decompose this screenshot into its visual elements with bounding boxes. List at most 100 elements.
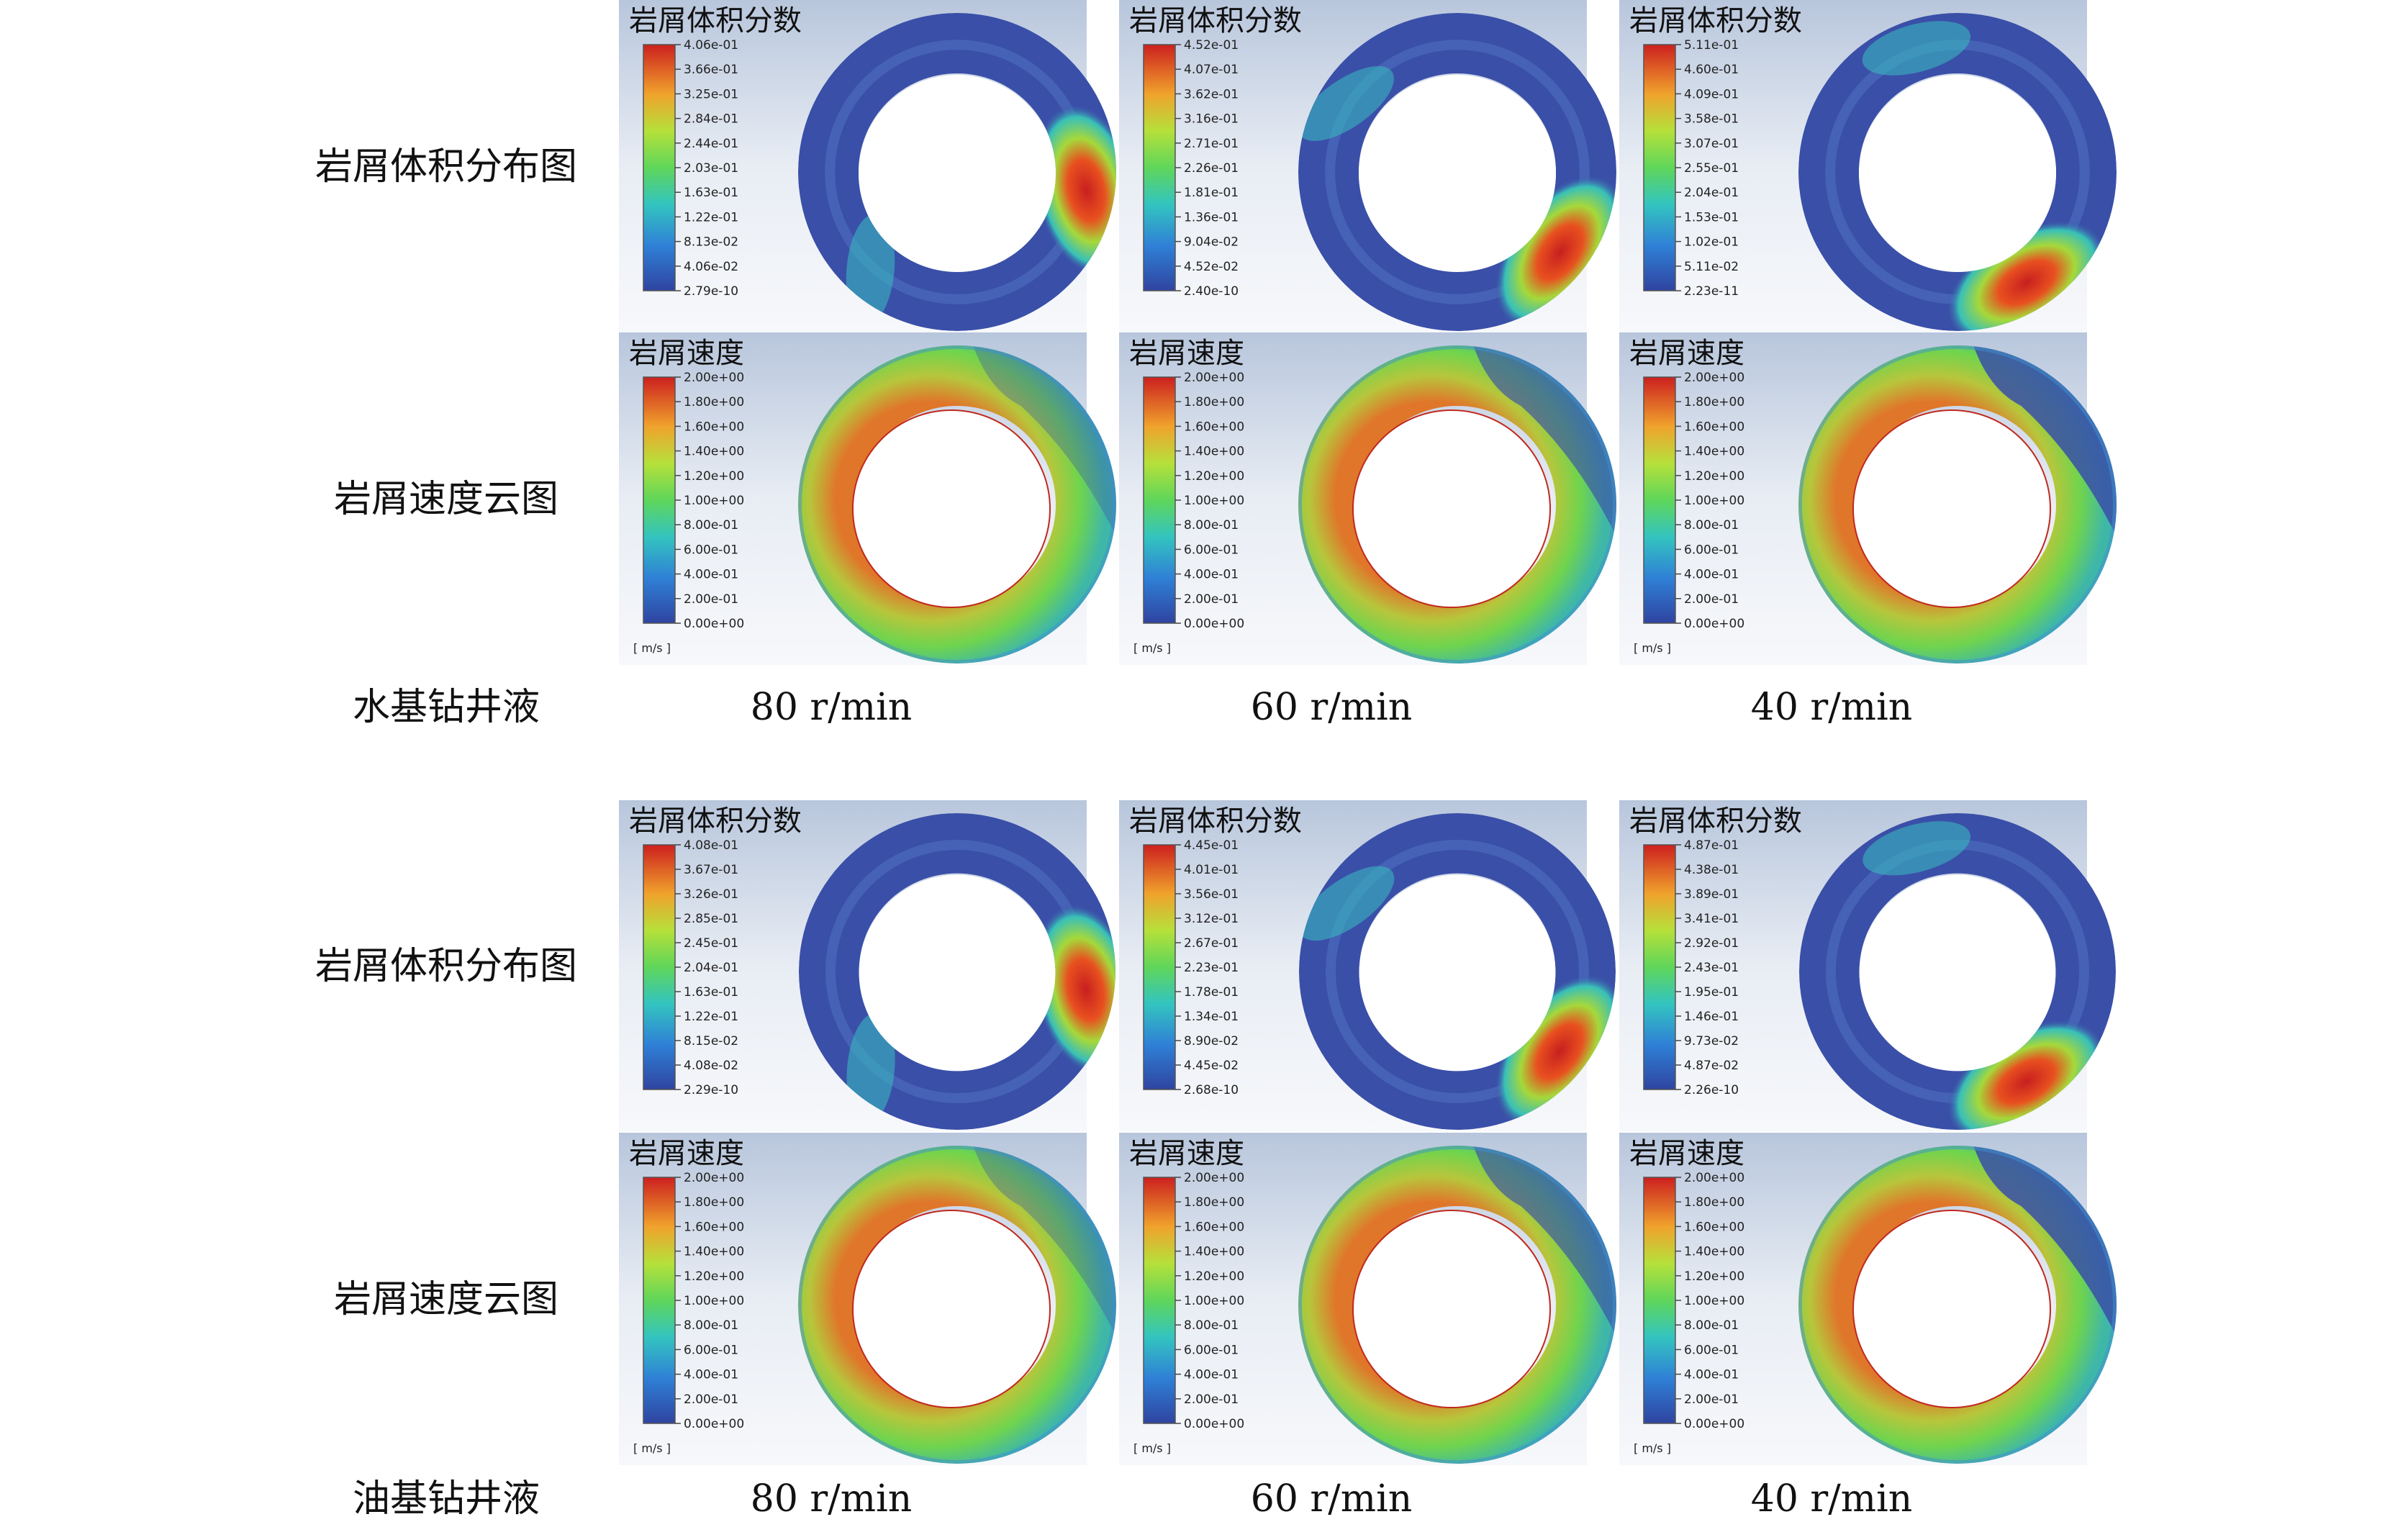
colorbar-unit: [ m/s ]	[1634, 1441, 1671, 1455]
colorbar-tick-label: 1.81e-01	[1184, 186, 1239, 200]
drill-pipe-region	[1352, 1209, 1552, 1409]
colorbar-tick-label: 8.90e-02	[1184, 1034, 1239, 1048]
colorbar-tick-label: 1.60e+00	[684, 1220, 744, 1234]
colorbar-unit: [ m/s ]	[633, 641, 671, 655]
colorbar-tick-label: 2.00e+00	[684, 1171, 744, 1185]
colorbar-tick-label: 6.00e-01	[1184, 1343, 1239, 1357]
colorbar-unit: [ m/s ]	[1634, 641, 1671, 655]
colorbar-tick-label: 1.40e+00	[684, 1245, 744, 1259]
panel-title-volume-fraction: 岩屑体积分数	[1629, 805, 1802, 838]
colorbar-tick-label: 2.40e-10	[1184, 284, 1239, 299]
colorbar	[1143, 44, 1176, 291]
colorbar-tick-label: 3.62e-01	[1184, 87, 1239, 101]
colorbar-tick-label: 4.08e-01	[684, 838, 738, 853]
panel-title-volume-fraction: 岩屑体积分数	[1129, 805, 1302, 838]
colorbar-tick-label: 1.00e+00	[1684, 494, 1744, 508]
colorbar	[1143, 1177, 1176, 1424]
colorbar-tick-label: 1.60e+00	[1684, 420, 1744, 434]
colorbar-tick-label: 1.60e+00	[1684, 1220, 1744, 1234]
colorbar-tick-label: 1.40e+00	[1684, 1245, 1744, 1259]
drill-pipe-region	[858, 74, 1056, 273]
colorbar-tick-label: 4.00e-01	[1184, 568, 1239, 582]
rotation-speed-label: 40 r/min	[1751, 686, 1913, 729]
fluid-type-label: 油基钻井液	[353, 1477, 540, 1521]
colorbar-tick-label: 1.80e+00	[1184, 395, 1244, 409]
colorbar-tick-label: 3.12e-01	[1184, 912, 1239, 926]
colorbar-tick-label: 8.00e-01	[1184, 1318, 1239, 1333]
colorbar-tick-label: 5.11e-02	[1684, 260, 1739, 274]
colorbar-tick-label: 0.00e+00	[1184, 617, 1244, 631]
colorbar-tick-label: 0.00e+00	[1184, 1417, 1244, 1431]
colorbar-tick-label: 1.20e+00	[1684, 1269, 1744, 1284]
colorbar-tick-label: 6.00e-01	[1684, 543, 1739, 557]
colorbar	[1143, 844, 1176, 1090]
colorbar	[1643, 1177, 1676, 1424]
colorbar	[1643, 844, 1676, 1090]
colorbar-tick-label: 4.45e-01	[1184, 838, 1239, 853]
colorbar-tick-label: 8.00e-01	[684, 518, 738, 533]
colorbar-tick-label: 2.00e+00	[684, 371, 744, 385]
colorbar-tick-label: 2.23e-01	[1184, 961, 1239, 975]
colorbar-tick-label: 2.92e-01	[1684, 936, 1739, 951]
colorbar-tick-label: 4.52e-02	[1184, 260, 1239, 274]
colorbar-tick-label: 1.40e+00	[1684, 445, 1744, 459]
drill-pipe-region	[1859, 874, 2056, 1072]
colorbar-tick-label: 6.00e-01	[684, 1343, 738, 1357]
panel-title-volume-fraction: 岩屑体积分数	[1629, 4, 1802, 37]
colorbar-tick-label: 2.23e-11	[1684, 284, 1739, 299]
colorbar-tick-label: 3.16e-01	[1184, 112, 1239, 127]
colorbar-tick-label: 2.85e-01	[684, 912, 738, 926]
drill-pipe-region	[1858, 74, 2057, 273]
rotation-speed-label: 60 r/min	[1251, 1477, 1413, 1521]
colorbar-tick-label: 2.55e-01	[1684, 161, 1739, 176]
panel-title-volume-fraction: 岩屑体积分数	[629, 4, 802, 37]
colorbar-tick-label: 2.00e-01	[684, 1392, 738, 1407]
panel-title-velocity: 岩屑速度	[1629, 1137, 1744, 1170]
panel-title-volume-fraction: 岩屑体积分数	[629, 805, 802, 838]
colorbar-tick-label: 4.87e-02	[1684, 1059, 1739, 1073]
colorbar-tick-label: 4.00e-01	[684, 1368, 738, 1382]
drill-pipe-region	[1358, 74, 1557, 273]
colorbar-tick-label: 1.20e+00	[684, 469, 744, 484]
colorbar-tick-label: 2.26e-01	[1184, 161, 1239, 176]
colorbar-tick-label: 3.67e-01	[684, 863, 738, 877]
colorbar-tick-label: 3.07e-01	[1684, 137, 1739, 151]
colorbar-tick-label: 4.45e-02	[1184, 1059, 1239, 1073]
colorbar-tick-label: 2.84e-01	[684, 112, 738, 127]
colorbar-tick-label: 0.00e+00	[684, 1417, 744, 1431]
colorbar-tick-label: 4.08e-02	[684, 1059, 738, 1073]
panel-title-volume-fraction: 岩屑体积分数	[1129, 4, 1302, 37]
drill-pipe-region	[859, 874, 1056, 1072]
colorbar-tick-label: 3.25e-01	[684, 87, 738, 101]
colorbar-tick-label: 1.80e+00	[1684, 395, 1744, 409]
colorbar-tick-label: 1.40e+00	[1184, 1245, 1244, 1259]
colorbar-tick-label: 2.00e+00	[1184, 371, 1244, 385]
colorbar-tick-label: 2.68e-10	[1184, 1083, 1239, 1097]
colorbar-tick-label: 2.00e+00	[1684, 1171, 1744, 1185]
colorbar-tick-label: 3.41e-01	[1684, 912, 1739, 926]
colorbar-tick-label: 1.36e-01	[1184, 210, 1239, 225]
panel-title-velocity: 岩屑速度	[629, 337, 744, 370]
colorbar-tick-label: 8.15e-02	[684, 1034, 738, 1048]
colorbar-tick-label: 2.67e-01	[1184, 936, 1239, 951]
colorbar-tick-label: 8.00e-01	[1684, 518, 1739, 533]
colorbar-tick-label: 1.20e+00	[684, 1269, 744, 1284]
colorbar-tick-label: 4.87e-01	[1684, 838, 1739, 853]
colorbar-tick-label: 2.00e+00	[1184, 1171, 1244, 1185]
colorbar-tick-label: 4.38e-01	[1684, 863, 1739, 877]
colorbar-tick-label: 4.07e-01	[1184, 63, 1239, 77]
colorbar-tick-label: 8.00e-01	[1684, 1318, 1739, 1333]
colorbar-tick-label: 8.13e-02	[684, 235, 738, 250]
colorbar-tick-label: 1.40e+00	[684, 445, 744, 459]
colorbar	[643, 1177, 676, 1424]
panel-title-velocity: 岩屑速度	[1129, 337, 1244, 370]
colorbar-tick-label: 0.00e+00	[684, 617, 744, 631]
colorbar-tick-label: 3.56e-01	[1184, 887, 1239, 902]
colorbar	[1143, 376, 1176, 624]
colorbar-tick-label: 4.06e-02	[684, 260, 738, 274]
